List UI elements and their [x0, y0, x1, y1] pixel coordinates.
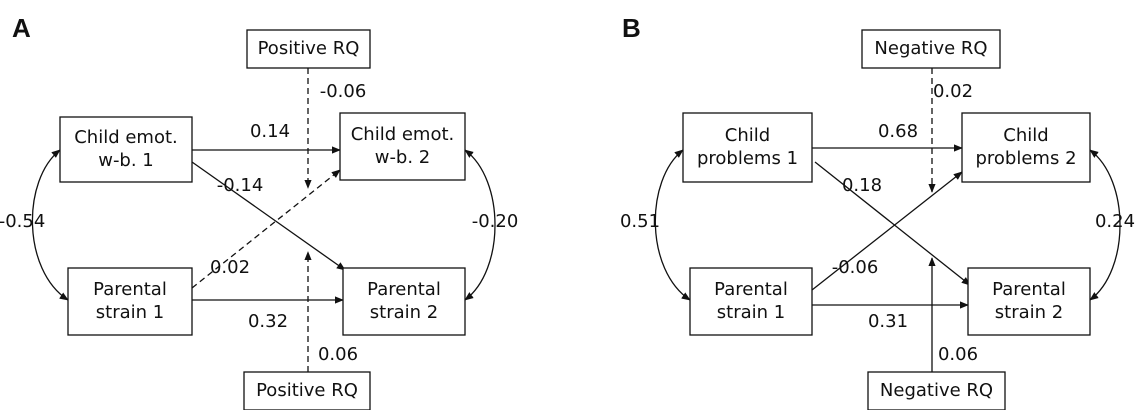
path-coefficient: -0.54 [0, 211, 45, 232]
variable-box [59, 116, 193, 183]
path-arrow [1089, 149, 1121, 301]
path-arrow [191, 161, 346, 271]
panel: A -0.06 0.14 -0.14 -0.54 -0.20 0.02 0.32 0.06 Pos… [0, 13, 518, 410]
variable-box [867, 371, 1006, 410]
path-coefficient: 0.02 [933, 81, 973, 102]
path-arrow [814, 161, 971, 286]
path-coefficient: 0.32 [248, 311, 288, 332]
path-arrow [811, 171, 963, 291]
path-coefficient: -0.06 [832, 257, 879, 278]
variable-box [246, 29, 371, 69]
path-arrow [654, 149, 691, 301]
variable-label: w-b. 1 [98, 150, 154, 171]
path-coefficient: 0.68 [878, 121, 918, 142]
path-coefficient: -0.14 [217, 175, 264, 196]
variable-label: problems 2 [975, 148, 1076, 169]
path-coefficient: 0.24 [1095, 211, 1135, 232]
path-coefficient: -0.06 [320, 81, 367, 102]
variable-label: Parental [714, 279, 788, 300]
variable-label: Child emot. [351, 124, 455, 145]
variable-box [339, 112, 466, 181]
path-arrow [464, 149, 496, 301]
variable-label: Positive RQ [258, 38, 360, 59]
path-coefficient: 0.06 [318, 344, 358, 365]
path-arrow [191, 169, 341, 289]
variable-label: Negative RQ [874, 38, 987, 59]
variable-label: strain 2 [995, 302, 1063, 323]
variable-box [342, 267, 466, 336]
variable-box [961, 112, 1091, 183]
path-coefficient: 0.18 [842, 175, 882, 196]
path-coefficient: 0.31 [868, 311, 908, 332]
path-coefficient: 0.02 [210, 257, 250, 278]
variable-label: Parental [992, 279, 1066, 300]
variable-label: Child emot. [74, 127, 178, 148]
panel-label: A [12, 13, 31, 43]
panel-label: B [622, 13, 641, 43]
panel: B 0.02 0.68 0.18 0.51 0.24 -0.06 0.31 0.06 Negati… [620, 13, 1135, 410]
variable-box [67, 267, 193, 336]
path-coefficient: 0.51 [620, 211, 660, 232]
variable-label: w-b. 2 [375, 147, 431, 168]
variable-label: Parental [367, 279, 441, 300]
variable-label: strain 1 [96, 302, 164, 323]
variable-label: strain 1 [717, 302, 785, 323]
path-coefficient: 0.06 [938, 344, 978, 365]
variable-label: problems 1 [697, 148, 798, 169]
variable-label: Negative RQ [880, 380, 993, 401]
variable-label: Child [1003, 125, 1048, 146]
variable-box [861, 29, 1001, 69]
variable-box [243, 371, 371, 410]
path-arrow [31, 149, 69, 301]
variable-box [689, 267, 813, 336]
variable-box [682, 112, 813, 183]
variable-label: Child [725, 125, 770, 146]
variable-label: strain 2 [370, 302, 438, 323]
variable-label: Parental [93, 279, 167, 300]
path-coefficient: 0.14 [250, 121, 290, 142]
path-coefficient: -0.20 [472, 211, 519, 232]
variable-box [967, 267, 1091, 336]
variable-label: Positive RQ [256, 380, 358, 401]
